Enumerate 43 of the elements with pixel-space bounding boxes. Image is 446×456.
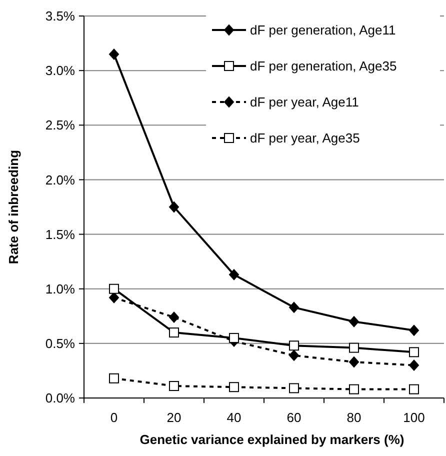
point bbox=[349, 342, 359, 353]
y-tick-label: 2.5% bbox=[45, 118, 76, 133]
x-tick-label: 40 bbox=[226, 410, 242, 425]
point bbox=[289, 350, 299, 361]
y-tick-label: 3.5% bbox=[45, 8, 76, 24]
point bbox=[289, 302, 299, 313]
point bbox=[229, 269, 239, 280]
point bbox=[169, 202, 179, 212]
legend-label: dF per generation, Age35 bbox=[250, 58, 397, 74]
y-tick-label: 0.5% bbox=[45, 336, 76, 351]
point bbox=[409, 360, 419, 371]
legend-label: dF per generation, Age11 bbox=[250, 22, 396, 38]
x-tick-label: 100 bbox=[403, 410, 425, 425]
point bbox=[169, 380, 179, 391]
legend-label: dF per year, Age11 bbox=[250, 94, 359, 110]
y-tick-label: 0.0% bbox=[45, 390, 76, 406]
point bbox=[349, 384, 359, 394]
point bbox=[109, 284, 119, 294]
point bbox=[349, 316, 359, 328]
point bbox=[289, 383, 299, 394]
point bbox=[109, 292, 119, 304]
point bbox=[289, 340, 299, 351]
x-tick-label: 80 bbox=[346, 410, 362, 425]
y-tick-label: 1.5% bbox=[45, 226, 76, 242]
point bbox=[169, 312, 179, 323]
point bbox=[109, 373, 119, 384]
x-tick-label: 60 bbox=[286, 410, 302, 425]
point bbox=[169, 328, 179, 338]
legend-label: dF per year, Age35 bbox=[250, 130, 360, 146]
point bbox=[409, 324, 419, 336]
point bbox=[109, 48, 119, 60]
y-tick-label: 2.0% bbox=[45, 172, 76, 188]
x-axis-title: Genetic variance explained by markers (%) bbox=[140, 432, 404, 447]
y-axis-title: Rate of inbreeding bbox=[6, 150, 21, 264]
point bbox=[409, 384, 419, 394]
y-tick-label: 1.0% bbox=[45, 281, 76, 296]
point bbox=[409, 347, 419, 358]
point bbox=[229, 382, 239, 392]
x-tick-label: 0 bbox=[110, 410, 118, 425]
y-tick-label: 3.0% bbox=[45, 63, 76, 78]
point bbox=[229, 332, 239, 343]
x-tick-label: 20 bbox=[166, 410, 182, 425]
point bbox=[349, 356, 359, 368]
